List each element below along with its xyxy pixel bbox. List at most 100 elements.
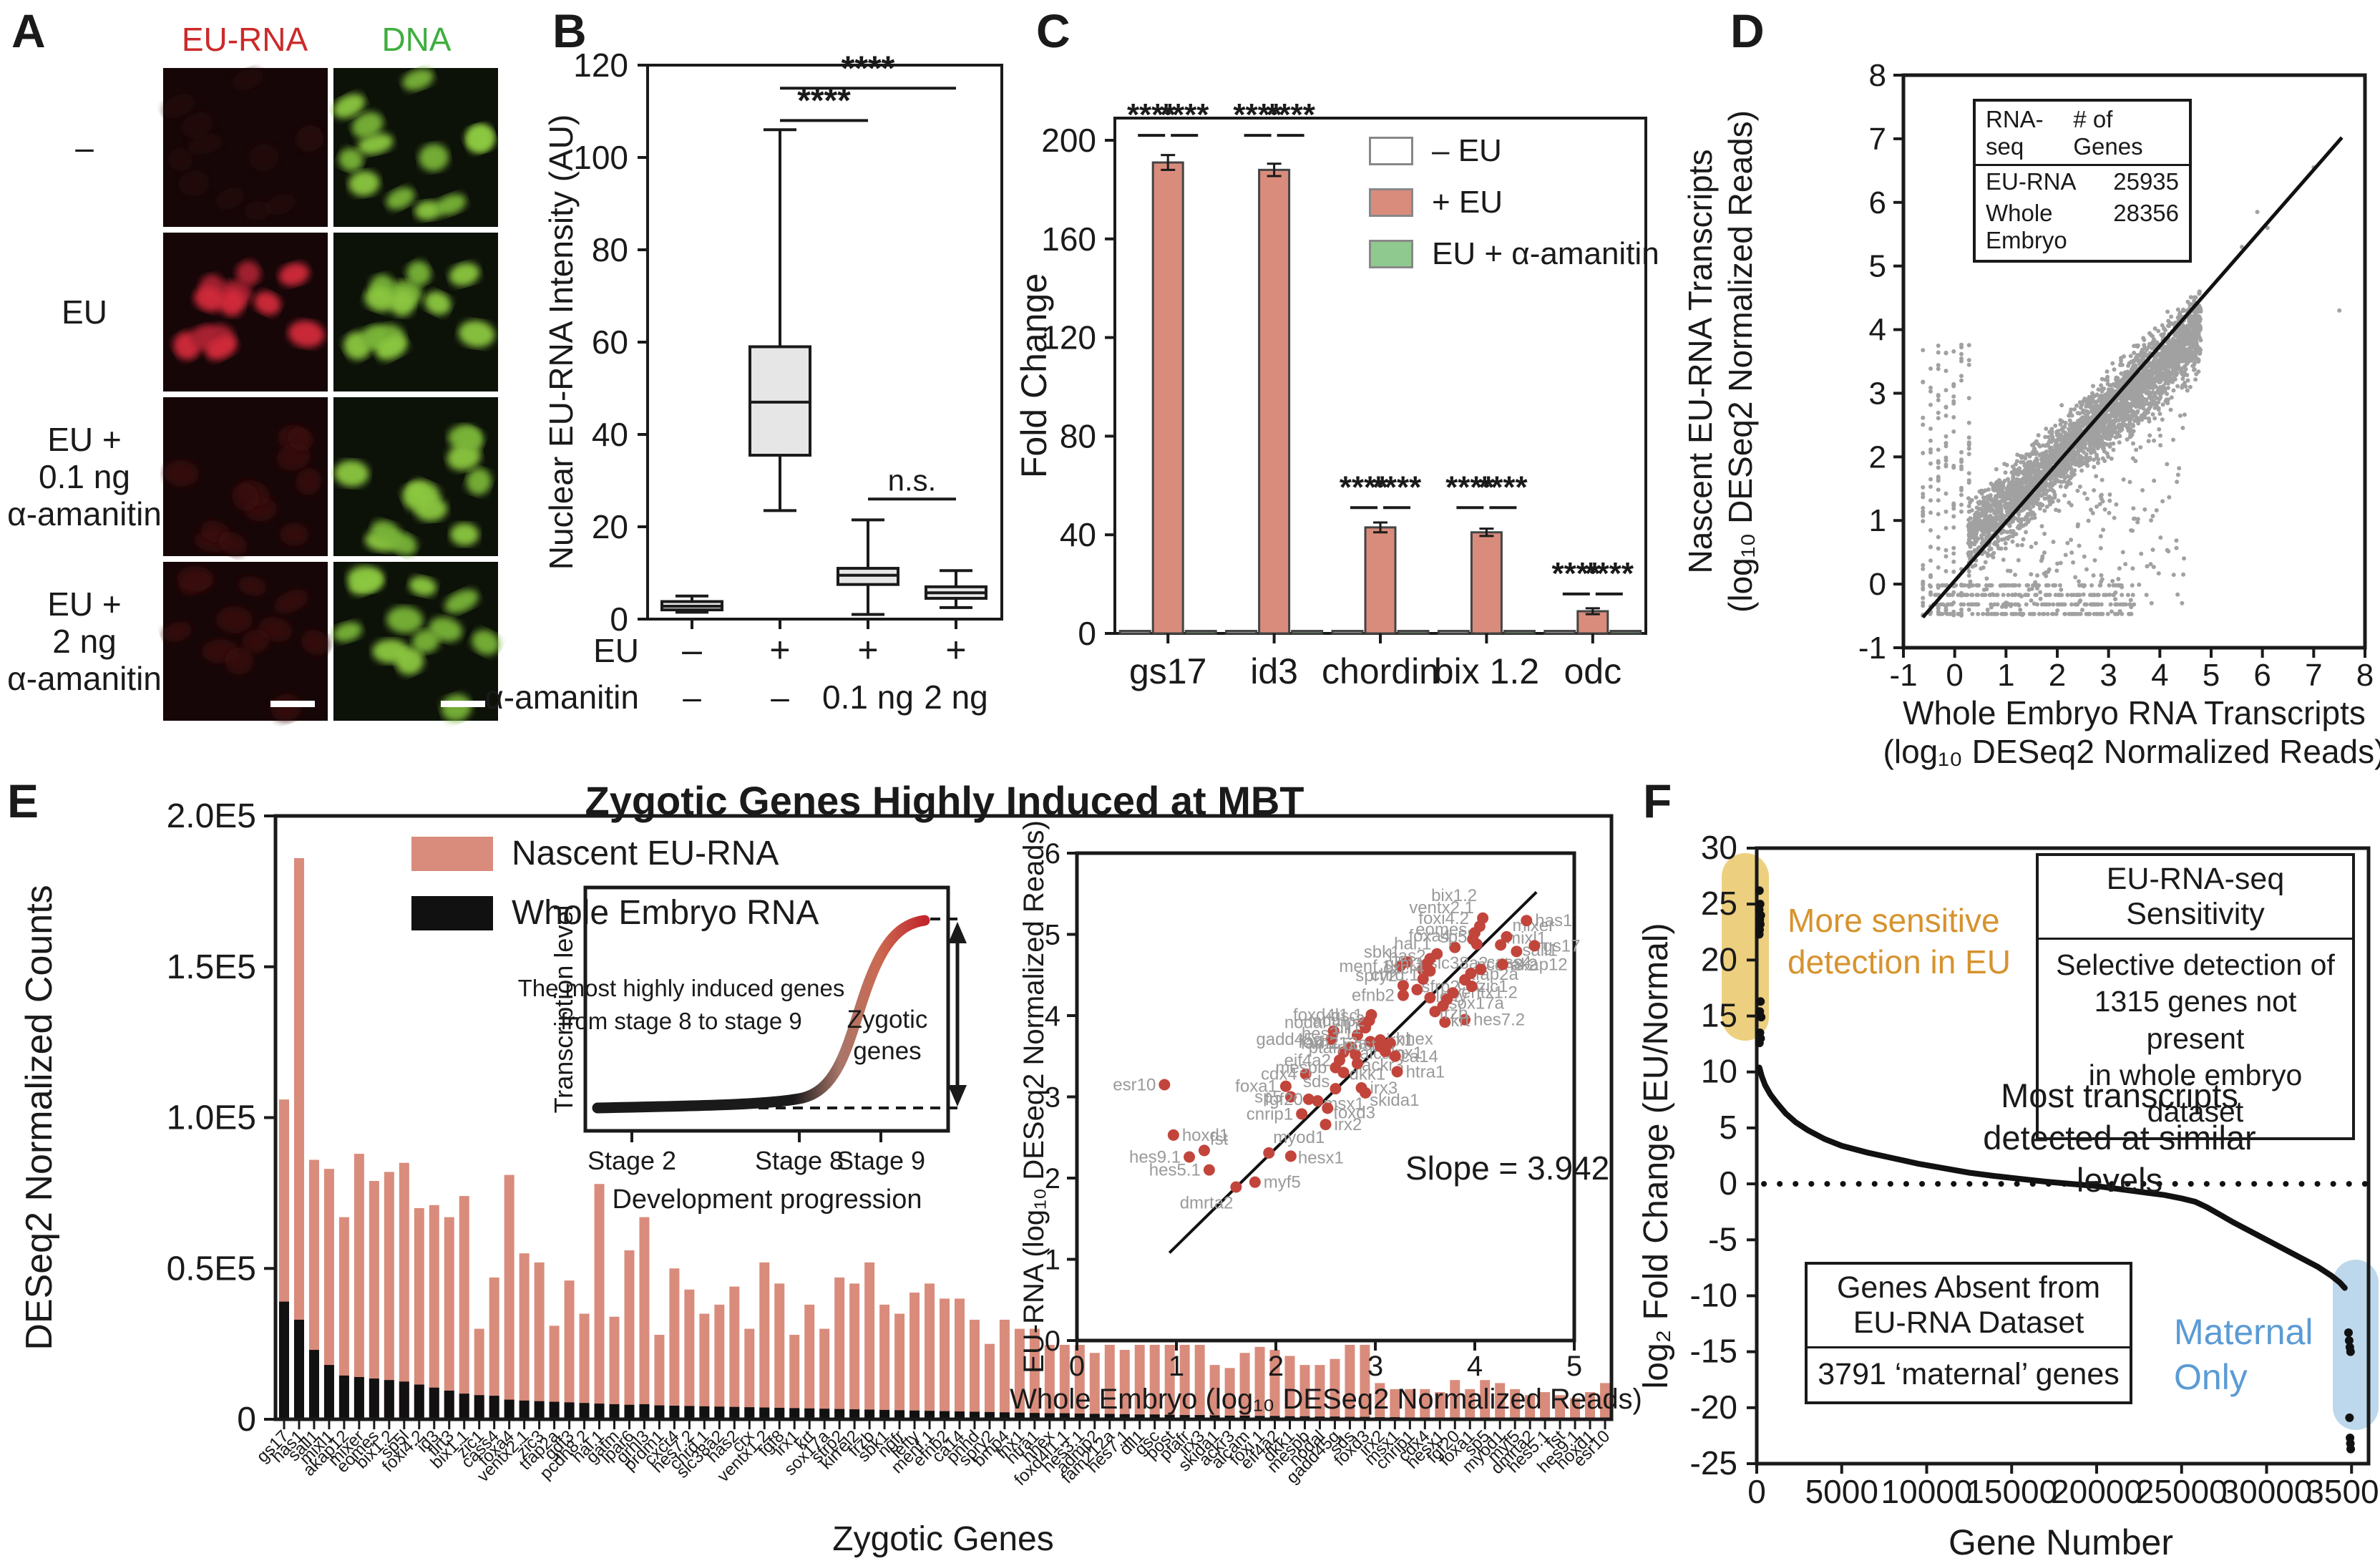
bar-we-eomes: [369, 1378, 379, 1419]
nucleus-blob: [389, 532, 417, 555]
nucleus-blob: [444, 589, 479, 613]
x-row-label-eu: EU: [593, 632, 639, 669]
panel-d-y-axis-sublabel: (log₁₀ DESeq2 Normalized Reads): [1722, 110, 1759, 613]
gene-point-hes3.1: [1351, 1029, 1363, 1041]
gene-point-cass4: [1475, 963, 1487, 976]
gene-point-has1: [1521, 915, 1533, 927]
x-tick-label: 5: [1566, 1351, 1582, 1382]
gene-point-label: akap12: [1511, 955, 1568, 974]
nucleus-blob: [178, 170, 210, 196]
bar-we-dll1: [1134, 1414, 1145, 1419]
micrograph-dna-row1: [333, 233, 498, 391]
row-label-0.1-ng: 0.1 ng: [39, 458, 130, 495]
gene-point-frzb: [1429, 1006, 1441, 1018]
y-tick-label: 120: [573, 47, 628, 84]
nucleus-blob: [472, 630, 500, 656]
sensitivity-box-line: 1315 genes not present: [2094, 985, 2297, 1055]
bar-id3-1: [1258, 168, 1291, 635]
inset-scatter-x-axis-label: Whole Embryo (log₁₀ DESeq2 Normalized Re…: [1010, 1383, 1642, 1415]
bar-eu-dll1: [1134, 1328, 1145, 1419]
gene-point-lnx1: [1379, 1045, 1391, 1057]
nucleus-blob: [241, 629, 270, 653]
nucleus-blob: [232, 69, 264, 91]
bar-eu-cnrip1: [1405, 1389, 1415, 1419]
nucleus-blob: [187, 133, 223, 155]
bar-eu-ca14: [954, 1298, 965, 1419]
gene-point-cxcr4: [1424, 965, 1436, 977]
x-tick-eu: +: [769, 630, 790, 670]
table-row: Whole Embryo 28356: [1976, 198, 2189, 260]
row-label-EU-+: EU +: [47, 585, 122, 623]
nucleus-blob: [361, 325, 387, 349]
bar-we-spry2: [984, 1411, 995, 1419]
bar-we-skida1: [1209, 1415, 1220, 1419]
absent-box-title: Genes Absent from EU-RNA Dataset: [1808, 1265, 2130, 1348]
gene-point-hes7.2: [1459, 1013, 1471, 1026]
row-label-α-amanitin: α-amanitin: [7, 495, 162, 532]
panel-e-legend-we: Whole Embryo RNA: [411, 893, 819, 933]
gene-point-label: sox17a: [1449, 993, 1505, 1013]
x-tick-label: 5: [2203, 658, 2220, 693]
gene-point-label: eif4a2: [1284, 1051, 1331, 1070]
bar-we-ventx1.2: [759, 1407, 770, 1419]
gene-point-label: foxa4: [1408, 927, 1450, 946]
bar-eu-cass4: [489, 1277, 499, 1419]
gene-point-label: hhex: [1396, 1030, 1433, 1049]
y-tick-label: 1.5E5: [167, 948, 256, 986]
y-tick-label: 40: [592, 416, 628, 453]
gene-point-label: hes9.1: [1129, 1147, 1181, 1167]
bar-id3-0: [1225, 630, 1258, 635]
panel-c-legend-amanitin: EU + α-amanitin: [1369, 236, 1659, 272]
gene-point-label: skida1: [1370, 1091, 1419, 1110]
gene-point-cdx4: [1299, 1068, 1312, 1080]
bar-eu-myf5: [1510, 1389, 1521, 1419]
similar-levels-note: Most transcripts detected at similar lev…: [1948, 1075, 2291, 1201]
gene-point-label: eomes: [1415, 920, 1467, 939]
bar-we-ptafr: [1179, 1415, 1190, 1419]
x-tick-label: 4: [1467, 1351, 1483, 1382]
bar-we-ngfr: [894, 1410, 905, 1419]
inset-scatter-y-axis-label: EU-RNA (log₁₀ DESeq2 Normalized Reads): [1018, 820, 1050, 1373]
bar-we-cxcr4: [669, 1406, 680, 1419]
bar-eu-hes7.2: [684, 1289, 695, 1419]
micrograph-dna-row0: [333, 68, 498, 227]
gene-point-crx: [1447, 987, 1459, 999]
y-tick-label: 0: [237, 1401, 256, 1439]
similar-levels-line: detected at similar levels: [1983, 1118, 2256, 1199]
bar-eu-sp5l: [399, 1162, 409, 1419]
bar-eu-irx1: [789, 1334, 800, 1419]
bar-we-tfap2a: [549, 1401, 560, 1419]
micrograph-eu-rna-row0: [162, 68, 328, 227]
bar-eu-skida1: [1209, 1365, 1220, 1419]
stage-tick-label: Stage 8: [755, 1146, 844, 1175]
nucleus-blob: [244, 200, 272, 220]
nucleus-blob: [466, 467, 492, 495]
legend-swatch-whole-embryo-rna: [411, 895, 493, 930]
nucleus-blob: [449, 263, 480, 286]
bar-eu-eomes: [369, 1181, 379, 1419]
gene-point-label: fgf20: [1264, 1090, 1302, 1109]
identity-line: [1921, 136, 2344, 618]
nucleus-blob: [218, 532, 247, 555]
gene-point-hesx1: [1284, 1150, 1297, 1162]
nucleus-blob: [435, 193, 467, 215]
nucleus-blob: [376, 336, 408, 361]
bar-we-gsc: [1149, 1414, 1160, 1419]
micrograph-eu-rna-row3: [162, 562, 330, 721]
x-tick-label-chordin: chordin: [1322, 651, 1439, 691]
nucleus-blob: [205, 336, 238, 361]
gene-point-sbk1: [1401, 956, 1413, 968]
bar-eu-ventx2.1: [519, 1253, 530, 1419]
gene-point-label: grhl3: [1385, 954, 1423, 973]
legend-swatch-nascent-eu-rna: [411, 836, 493, 871]
row-label-EU: EU: [62, 293, 107, 331]
bar-we-chrd.1: [699, 1406, 710, 1419]
gene-point-foxa4: [1449, 941, 1461, 953]
bar-we-kirrel2: [849, 1409, 860, 1419]
bar-chordin-0: [1331, 630, 1364, 635]
significance-label: n.s.: [888, 463, 937, 497]
nucleus-blob: [219, 289, 245, 316]
gene-point-irx2: [1320, 1119, 1332, 1131]
bar-we-post: [1164, 1414, 1175, 1419]
nucleus-blob: [215, 187, 245, 210]
